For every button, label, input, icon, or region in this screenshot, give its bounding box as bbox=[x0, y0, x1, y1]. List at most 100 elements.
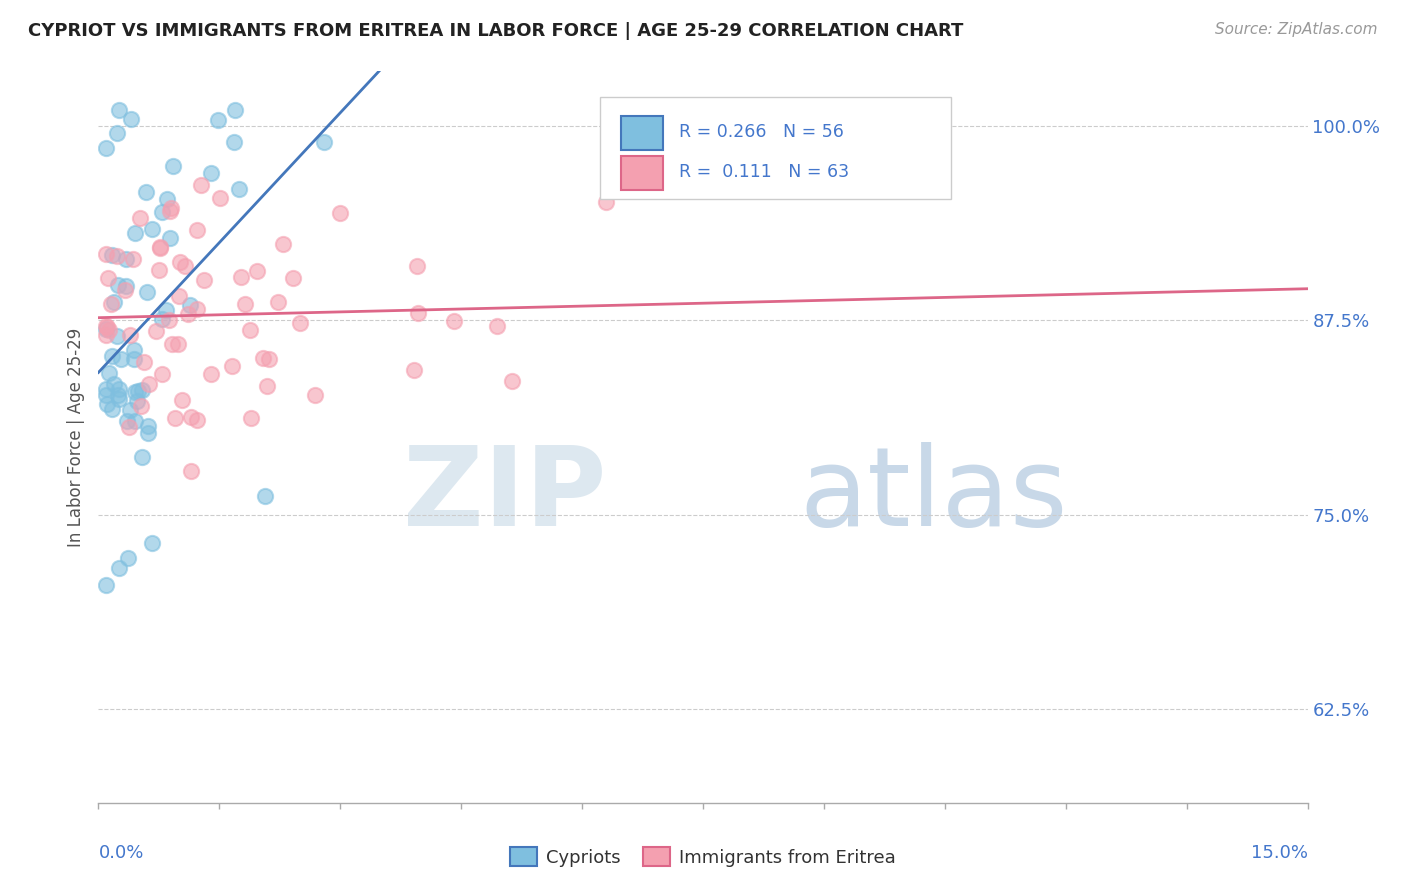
Point bbox=[246, 264, 269, 278]
Point bbox=[132, 354, 155, 368]
Point bbox=[141, 536, 163, 550]
Point bbox=[96, 397, 118, 411]
Point bbox=[252, 351, 274, 365]
Point bbox=[172, 392, 194, 407]
Point bbox=[135, 185, 157, 199]
Point bbox=[141, 222, 163, 236]
Point bbox=[193, 273, 215, 287]
FancyBboxPatch shape bbox=[600, 97, 950, 200]
Y-axis label: In Labor Force | Age 25-29: In Labor Force | Age 25-29 bbox=[66, 327, 84, 547]
Point bbox=[122, 351, 145, 366]
Point bbox=[150, 368, 173, 382]
Point bbox=[114, 279, 136, 293]
Point bbox=[96, 320, 118, 334]
Point bbox=[117, 551, 139, 566]
Point bbox=[135, 285, 157, 299]
Point bbox=[224, 103, 246, 118]
Point bbox=[160, 201, 183, 215]
Point bbox=[98, 323, 121, 337]
Point bbox=[96, 322, 118, 336]
Point bbox=[186, 301, 208, 316]
Point bbox=[167, 289, 190, 303]
Point bbox=[240, 410, 263, 425]
Point bbox=[207, 112, 229, 127]
Point bbox=[180, 464, 202, 478]
Point bbox=[136, 419, 159, 434]
Point bbox=[173, 259, 195, 273]
Point bbox=[200, 368, 222, 382]
Point bbox=[190, 178, 212, 193]
Point bbox=[329, 206, 352, 220]
Point bbox=[127, 384, 149, 399]
Text: ZIP: ZIP bbox=[404, 442, 606, 549]
Point bbox=[221, 359, 243, 373]
Point bbox=[107, 388, 129, 402]
Point bbox=[148, 263, 170, 277]
Point bbox=[155, 192, 177, 206]
Point bbox=[402, 363, 425, 377]
Text: R =  0.111   N = 63: R = 0.111 N = 63 bbox=[679, 163, 849, 181]
Point bbox=[131, 399, 153, 413]
Point bbox=[186, 223, 208, 237]
Text: 15.0%: 15.0% bbox=[1250, 845, 1308, 863]
Point bbox=[235, 296, 257, 310]
Point bbox=[120, 112, 142, 127]
Point bbox=[101, 402, 124, 417]
Point bbox=[288, 316, 311, 330]
Point bbox=[162, 337, 184, 351]
Point bbox=[253, 489, 276, 503]
Point bbox=[107, 249, 129, 263]
Point bbox=[152, 204, 174, 219]
Point bbox=[271, 236, 294, 251]
Point bbox=[159, 231, 181, 245]
Point bbox=[105, 126, 128, 140]
Point bbox=[228, 182, 250, 196]
Point bbox=[110, 351, 132, 366]
Point bbox=[122, 252, 145, 266]
Point bbox=[96, 382, 118, 396]
Point bbox=[96, 141, 118, 155]
Point bbox=[96, 388, 118, 402]
Point bbox=[96, 247, 118, 261]
Point bbox=[443, 314, 465, 328]
Point bbox=[107, 103, 129, 118]
Point bbox=[267, 294, 290, 309]
Point bbox=[501, 374, 523, 388]
Legend: Cypriots, Immigrants from Eritrea: Cypriots, Immigrants from Eritrea bbox=[503, 840, 903, 874]
Point bbox=[406, 259, 429, 273]
Point bbox=[97, 270, 120, 285]
Point bbox=[114, 283, 136, 297]
FancyBboxPatch shape bbox=[621, 156, 664, 190]
Point bbox=[281, 270, 304, 285]
Point bbox=[149, 240, 172, 254]
Point bbox=[155, 302, 177, 317]
Point bbox=[122, 343, 145, 358]
Point bbox=[177, 307, 200, 321]
Text: Source: ZipAtlas.com: Source: ZipAtlas.com bbox=[1215, 22, 1378, 37]
Point bbox=[131, 450, 153, 464]
Point bbox=[118, 402, 141, 417]
Point bbox=[486, 318, 509, 333]
Point bbox=[179, 298, 201, 312]
Point bbox=[145, 324, 167, 338]
Point bbox=[200, 165, 222, 179]
Point bbox=[107, 278, 129, 293]
Point bbox=[97, 366, 120, 380]
Point bbox=[103, 376, 125, 391]
Point bbox=[304, 388, 326, 402]
Point bbox=[124, 414, 146, 428]
Point bbox=[150, 311, 173, 326]
Point bbox=[100, 297, 122, 311]
Point bbox=[108, 382, 131, 396]
Point bbox=[124, 227, 146, 241]
Point bbox=[138, 377, 160, 392]
Text: CYPRIOT VS IMMIGRANTS FROM ERITREA IN LABOR FORCE | AGE 25-29 CORRELATION CHART: CYPRIOT VS IMMIGRANTS FROM ERITREA IN LA… bbox=[28, 22, 963, 40]
Point bbox=[96, 327, 118, 342]
Point bbox=[96, 318, 118, 333]
Point bbox=[222, 136, 245, 150]
Point bbox=[229, 270, 252, 285]
Point bbox=[165, 410, 187, 425]
Point bbox=[96, 578, 118, 592]
Point bbox=[120, 327, 142, 342]
Point bbox=[149, 241, 172, 255]
